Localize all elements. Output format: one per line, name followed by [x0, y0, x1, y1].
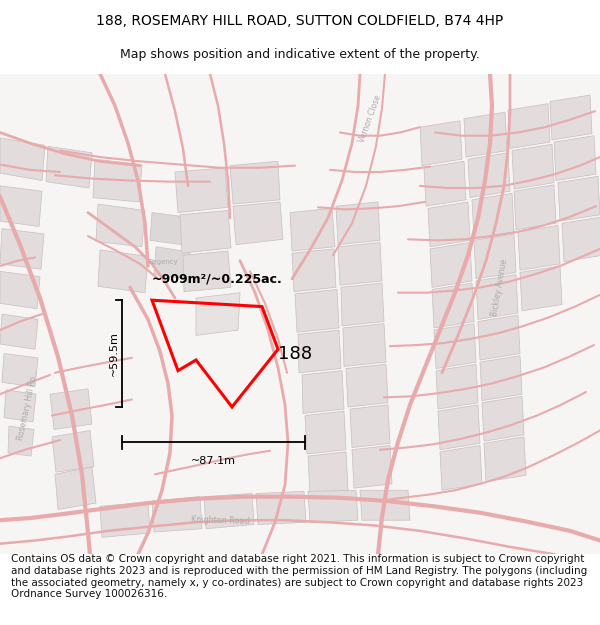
- Text: Regency: Regency: [148, 259, 178, 265]
- Polygon shape: [292, 249, 336, 292]
- Polygon shape: [474, 234, 516, 279]
- Polygon shape: [514, 185, 556, 229]
- Polygon shape: [518, 226, 560, 270]
- Polygon shape: [98, 250, 148, 292]
- Polygon shape: [424, 161, 466, 206]
- Polygon shape: [308, 452, 348, 494]
- Polygon shape: [52, 431, 94, 472]
- Polygon shape: [175, 168, 228, 212]
- Polygon shape: [352, 446, 392, 488]
- Polygon shape: [480, 356, 522, 401]
- Polygon shape: [308, 490, 358, 522]
- Polygon shape: [93, 159, 142, 202]
- Polygon shape: [50, 389, 92, 429]
- Polygon shape: [4, 390, 36, 422]
- Polygon shape: [302, 371, 344, 413]
- Polygon shape: [478, 315, 520, 360]
- Polygon shape: [233, 202, 283, 244]
- Text: ~87.1m: ~87.1m: [191, 456, 236, 466]
- Text: ~909m²/~0.225ac.: ~909m²/~0.225ac.: [152, 272, 283, 286]
- Polygon shape: [290, 208, 335, 251]
- Polygon shape: [204, 494, 254, 529]
- Polygon shape: [482, 396, 524, 441]
- Polygon shape: [295, 289, 339, 332]
- Polygon shape: [440, 446, 482, 490]
- Polygon shape: [180, 211, 231, 253]
- Polygon shape: [438, 405, 480, 450]
- Polygon shape: [256, 491, 306, 524]
- Text: Rosemary Hill Ro...: Rosemary Hill Ro...: [16, 369, 40, 441]
- Polygon shape: [0, 229, 44, 269]
- Polygon shape: [508, 104, 550, 149]
- Polygon shape: [305, 411, 346, 454]
- Polygon shape: [428, 202, 470, 247]
- Polygon shape: [476, 274, 518, 319]
- Text: Contains OS data © Crown copyright and database right 2021. This information is : Contains OS data © Crown copyright and d…: [11, 554, 587, 599]
- Polygon shape: [346, 364, 388, 407]
- Polygon shape: [434, 324, 476, 369]
- Polygon shape: [436, 364, 478, 409]
- Polygon shape: [298, 330, 341, 372]
- Polygon shape: [562, 217, 600, 262]
- Polygon shape: [230, 161, 280, 204]
- Polygon shape: [2, 354, 38, 387]
- Text: 188, ROSEMARY HILL ROAD, SUTTON COLDFIELD, B74 4HP: 188, ROSEMARY HILL ROAD, SUTTON COLDFIEL…: [97, 14, 503, 28]
- Polygon shape: [360, 490, 410, 520]
- Text: ~59.5m: ~59.5m: [109, 331, 119, 376]
- Polygon shape: [0, 186, 42, 226]
- Polygon shape: [554, 136, 596, 181]
- Polygon shape: [0, 138, 45, 181]
- Polygon shape: [183, 251, 231, 292]
- Polygon shape: [484, 437, 526, 482]
- Polygon shape: [550, 95, 592, 140]
- Polygon shape: [464, 112, 507, 157]
- Polygon shape: [338, 242, 382, 285]
- Text: Bickley Avenue: Bickley Avenue: [491, 258, 509, 317]
- Polygon shape: [0, 314, 38, 349]
- Polygon shape: [150, 213, 185, 244]
- Polygon shape: [154, 247, 190, 279]
- Text: Knighton Road: Knighton Road: [191, 514, 250, 526]
- Polygon shape: [468, 152, 510, 198]
- Polygon shape: [341, 283, 384, 326]
- Polygon shape: [343, 324, 386, 366]
- Polygon shape: [472, 193, 514, 238]
- Polygon shape: [558, 176, 600, 221]
- Polygon shape: [8, 426, 34, 456]
- Polygon shape: [152, 497, 202, 532]
- Polygon shape: [55, 467, 96, 509]
- Text: 188: 188: [278, 344, 312, 362]
- Polygon shape: [432, 283, 474, 328]
- Polygon shape: [336, 202, 380, 244]
- Polygon shape: [96, 204, 145, 247]
- Polygon shape: [512, 144, 554, 189]
- Polygon shape: [350, 405, 390, 448]
- Polygon shape: [430, 242, 472, 288]
- Polygon shape: [100, 502, 150, 538]
- Polygon shape: [0, 74, 600, 554]
- Polygon shape: [196, 292, 240, 336]
- Polygon shape: [420, 121, 462, 166]
- Polygon shape: [0, 271, 40, 309]
- Polygon shape: [520, 266, 562, 311]
- Text: Map shows position and indicative extent of the property.: Map shows position and indicative extent…: [120, 48, 480, 61]
- Text: Vernon Close: Vernon Close: [357, 94, 383, 144]
- Polygon shape: [46, 146, 92, 188]
